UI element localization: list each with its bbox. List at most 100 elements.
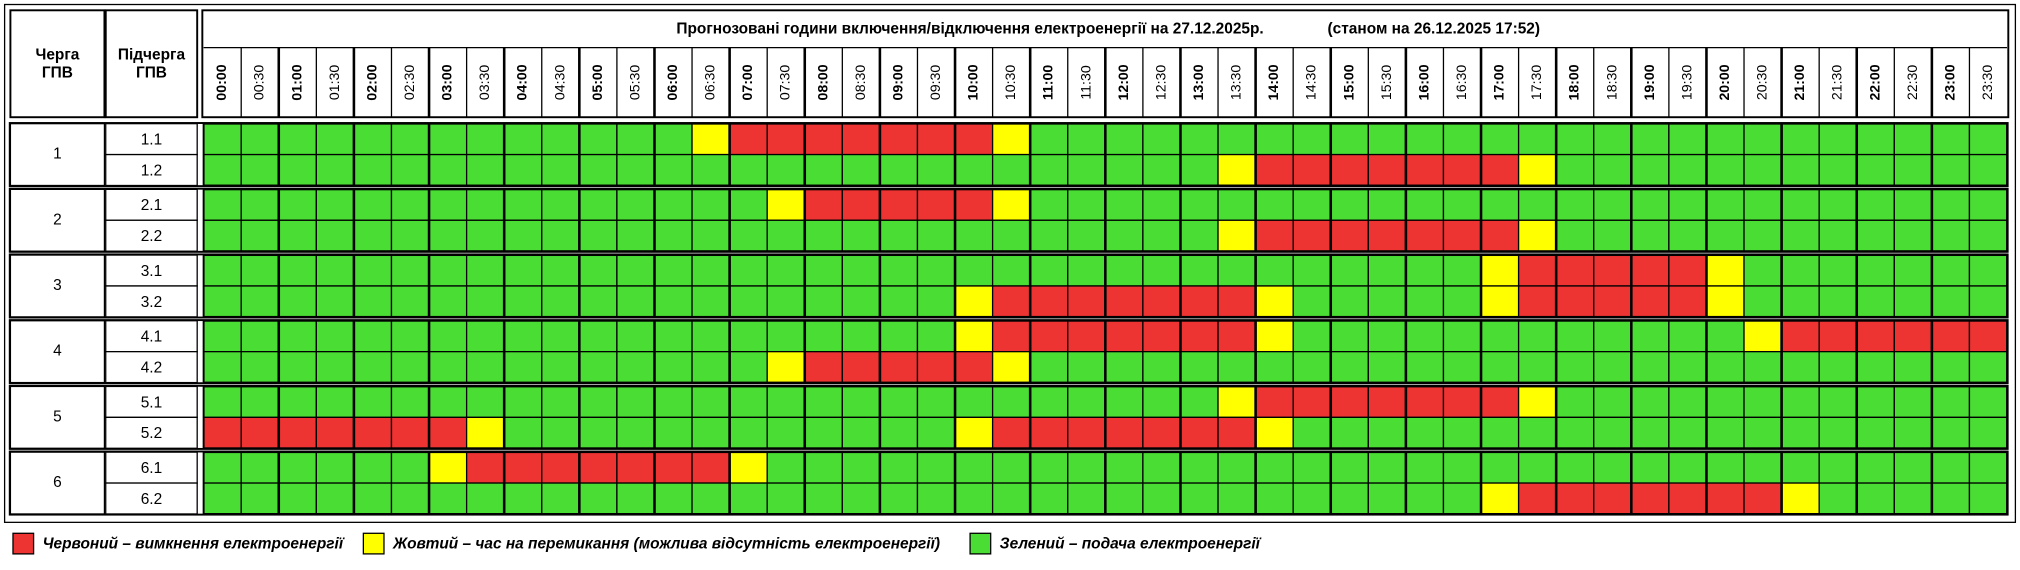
schedule-cell	[991, 451, 1031, 484]
schedule-cell	[804, 153, 843, 187]
schedule-cell	[1104, 320, 1144, 353]
time-label: 05:30	[627, 65, 643, 101]
schedule-cell	[728, 188, 768, 221]
schedule-cell	[428, 482, 468, 515]
schedule-cell	[1104, 385, 1144, 418]
subqueue-cell	[105, 320, 198, 353]
schedule-cell	[353, 320, 393, 353]
schedule-cell	[1480, 219, 1520, 252]
schedule-cell	[1330, 153, 1369, 187]
schedule-cell	[1818, 188, 1858, 221]
subqueue-cell	[105, 351, 198, 384]
legend-label: Червоний – вимкнення електроенергії	[43, 535, 345, 552]
schedule-cell	[1780, 123, 1820, 156]
schedule-cell	[1517, 285, 1557, 318]
schedule-cell	[1480, 320, 1520, 353]
schedule-cell	[1743, 188, 1783, 221]
schedule-cell	[278, 320, 317, 353]
schedule-cell	[278, 351, 317, 384]
schedule-cell	[1593, 451, 1632, 484]
schedule-cell	[1292, 451, 1332, 484]
schedule-cell	[1104, 219, 1144, 252]
schedule-cell	[1555, 320, 1595, 353]
schedule-cell	[1931, 285, 1971, 318]
schedule-cell	[1217, 285, 1257, 318]
schedule-cell	[1142, 416, 1182, 449]
schedule-cell	[1367, 482, 1407, 515]
schedule-cell	[1931, 482, 1971, 515]
schedule-cell	[465, 451, 505, 484]
schedule-cell	[1442, 123, 1482, 156]
schedule-cell	[1893, 188, 1933, 221]
schedule-cell	[1630, 153, 1670, 187]
schedule-cell	[916, 416, 956, 449]
schedule-cell	[1029, 285, 1069, 318]
schedule-cell	[1442, 385, 1482, 418]
schedule-cell	[1818, 219, 1858, 252]
schedule-cell	[879, 188, 919, 221]
schedule-cell	[1179, 285, 1219, 318]
schedule-cell	[991, 188, 1031, 221]
schedule-cell	[691, 219, 731, 252]
schedule-cell	[240, 416, 280, 449]
schedule-cell	[503, 482, 543, 515]
schedule-cell	[1217, 123, 1257, 156]
schedule-cell	[541, 451, 580, 484]
schedule-cell	[954, 188, 994, 221]
schedule-cell	[954, 123, 994, 156]
schedule-cell	[278, 219, 317, 252]
schedule-cell	[804, 219, 843, 252]
schedule-cell	[916, 351, 956, 384]
schedule-cell	[1593, 219, 1632, 252]
schedule-cell	[1968, 219, 2008, 252]
schedule-cell	[728, 482, 768, 515]
schedule-cell	[1705, 451, 1745, 484]
schedule-cell	[1780, 451, 1820, 484]
schedule-cell	[353, 153, 393, 187]
schedule-cell	[1217, 254, 1257, 287]
schedule-cell	[766, 285, 806, 318]
schedule-cell	[841, 320, 881, 353]
schedule-cell	[1780, 385, 1820, 418]
time-label: 02:00	[364, 64, 380, 100]
time-label: 07:00	[740, 64, 756, 100]
schedule-cell	[1968, 451, 2008, 484]
schedule-cell	[766, 188, 806, 221]
subqueue-label: 5.1	[141, 394, 162, 411]
schedule-cell	[390, 123, 430, 156]
schedule-cell	[1705, 254, 1745, 287]
schedule-cell	[1931, 153, 1971, 187]
schedule-cell	[1442, 351, 1482, 384]
schedule-cell	[428, 123, 468, 156]
schedule-cell	[1517, 451, 1557, 484]
schedule-cell	[1555, 351, 1595, 384]
schedule-cell	[916, 254, 956, 287]
schedule-cell	[1254, 482, 1294, 515]
schedule-cell	[1104, 153, 1144, 187]
schedule-cell	[1480, 482, 1520, 515]
time-label: 00:30	[252, 65, 268, 101]
schedule-cell	[1480, 285, 1520, 318]
schedule-cell	[1367, 285, 1407, 318]
schedule-cell	[1405, 451, 1445, 484]
schedule-cell	[1330, 451, 1369, 484]
schedule-cell	[1367, 320, 1407, 353]
schedule-cell	[1330, 188, 1369, 221]
schedule-cell	[653, 351, 693, 384]
schedule-cell	[578, 320, 618, 353]
time-label: 16:00	[1416, 64, 1432, 100]
schedule-cell	[1517, 254, 1557, 287]
subqueue-label: 4.1	[141, 329, 162, 346]
schedule-cell	[1405, 320, 1445, 353]
schedule-cell	[240, 451, 280, 484]
schedule-cell	[1179, 482, 1219, 515]
schedule-cell	[1780, 320, 1820, 353]
schedule-cell	[240, 482, 280, 515]
schedule-cell	[1743, 416, 1783, 449]
schedule-cell	[1179, 451, 1219, 484]
subqueue-cell	[105, 219, 198, 252]
schedule-cell	[1367, 351, 1407, 384]
schedule-cell	[1517, 482, 1557, 515]
schedule-cell	[1292, 385, 1332, 418]
schedule-cell	[1142, 153, 1182, 187]
